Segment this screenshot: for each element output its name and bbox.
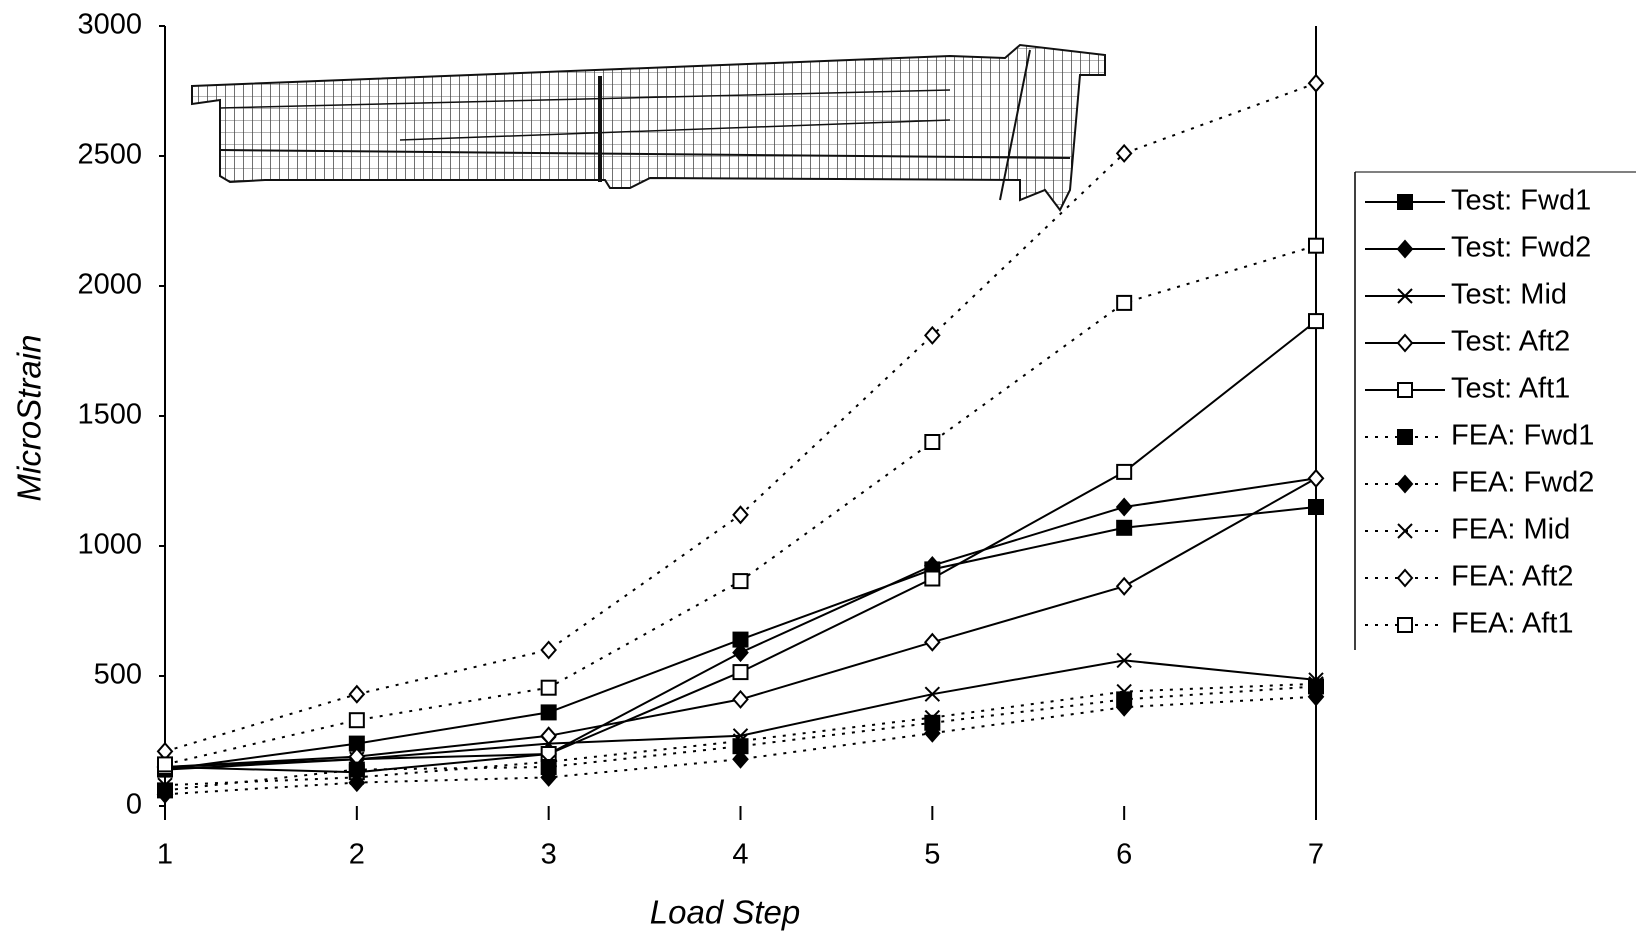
legend-label: FEA: Aft1 (1451, 608, 1574, 640)
data-point (734, 665, 748, 679)
data-point (1117, 499, 1131, 515)
data-point (542, 747, 556, 761)
data-point (542, 681, 556, 695)
data-point (158, 757, 172, 771)
data-point (734, 691, 748, 707)
data-point (734, 574, 748, 588)
legend-label: Test: Aft1 (1451, 373, 1570, 405)
data-point (542, 728, 556, 744)
x-tick-label: 2 (349, 839, 365, 871)
mesh-illustration (192, 45, 1105, 210)
y-tick-label: 2000 (77, 269, 142, 301)
legend-marker (1398, 618, 1412, 632)
legend-marker (1398, 570, 1412, 586)
data-point (350, 713, 364, 727)
legend-label: FEA: Fwd1 (1451, 420, 1594, 452)
data-point (1309, 239, 1323, 253)
chart: Load Step MicroStrain 050010001500200025… (0, 0, 1642, 939)
x-tick-label: 1 (157, 839, 173, 871)
x-axis-label: Load Step (650, 894, 800, 931)
legend-marker (1398, 476, 1412, 492)
y-tick-label: 500 (94, 659, 142, 691)
y-axis-label: MicroStrain (11, 335, 48, 502)
legend-marker (1398, 241, 1412, 257)
data-point (542, 705, 556, 719)
legend-label: Test: Fwd2 (1451, 232, 1591, 264)
legend-label: FEA: Fwd2 (1451, 467, 1594, 499)
x-tick-label: 5 (924, 839, 940, 871)
data-point (1117, 521, 1131, 535)
y-tick-label: 1000 (77, 529, 142, 561)
legend-label: FEA: Mid (1451, 514, 1570, 546)
legend: Test: Fwd1 Test: Fwd2 Test: Mid Test: Aft2 T… (1355, 172, 1636, 650)
x-tick-label: 7 (1308, 839, 1324, 871)
legend-marker (1398, 335, 1412, 351)
legend-label: FEA: Aft2 (1451, 561, 1574, 593)
y-tick-label: 3000 (77, 9, 142, 41)
data-point (1117, 465, 1131, 479)
data-point (542, 642, 556, 658)
data-point (1309, 500, 1323, 514)
data-point (1309, 314, 1323, 328)
legend-marker (1398, 195, 1412, 209)
legend-marker (1398, 524, 1412, 538)
data-point (350, 686, 364, 702)
data-point (1309, 75, 1323, 91)
legend-marker (1398, 383, 1412, 397)
data-point (925, 572, 939, 586)
x-tick-label: 6 (1116, 839, 1132, 871)
data-point (925, 435, 939, 449)
x-tick-label: 3 (541, 839, 557, 871)
legend-label: Test: Mid (1451, 279, 1567, 311)
y-tick-label: 0 (126, 789, 142, 821)
legend-marker (1398, 430, 1412, 444)
data-point (1309, 470, 1323, 486)
y-tick-label: 2500 (77, 139, 142, 171)
legend-label: Test: Fwd1 (1451, 185, 1591, 217)
y-tick-label: 1500 (77, 399, 142, 431)
legend-label: Test: Aft2 (1451, 326, 1570, 358)
data-point (734, 507, 748, 523)
data-point (1117, 296, 1131, 310)
x-tick-label: 4 (732, 839, 748, 871)
data-point (925, 634, 939, 650)
data-point (1117, 578, 1131, 594)
